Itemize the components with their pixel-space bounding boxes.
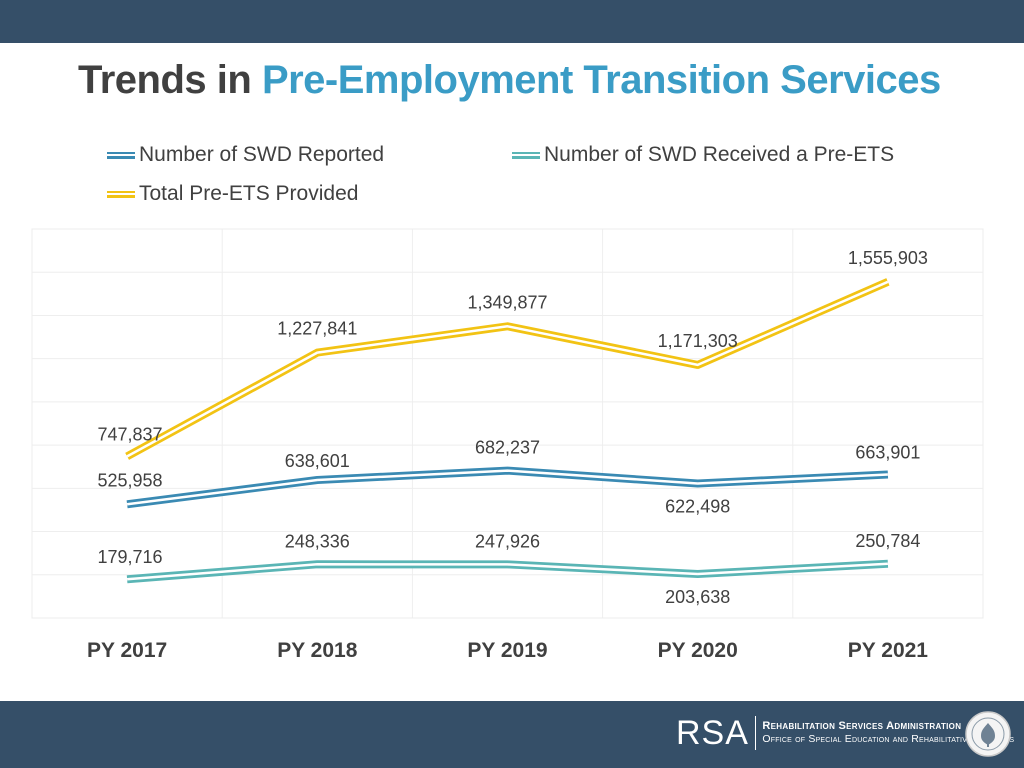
- footer-bar: [0, 701, 1024, 768]
- title-accent: Pre-Employment Transition Services: [261, 58, 941, 102]
- data-label-total: 1,171,303: [658, 331, 738, 351]
- data-label-reported: 663,901: [855, 443, 920, 463]
- data-label-total: 1,555,903: [848, 248, 928, 268]
- legend-swatch-total: [107, 190, 135, 198]
- department-of-education-seal-icon: [965, 711, 1011, 757]
- legend-item-received: Number of SWD Received a Pre-ETS: [512, 143, 894, 167]
- title-prefix: Trends in: [78, 58, 262, 102]
- data-label-reported: 525,958: [97, 470, 162, 490]
- rsa-logo: RSA Rehabilitation Services Administrati…: [676, 716, 1014, 750]
- legend-item-total: Total Pre-ETS Provided: [107, 182, 358, 206]
- data-label-total: 1,227,841: [277, 319, 357, 339]
- data-label-total: 1,349,877: [467, 292, 547, 312]
- legend-swatch-reported: [107, 151, 135, 159]
- line-chart: PY 2017 PY 2018 PY 2019 PY 2020 PY 2021 525,9…: [31, 228, 984, 662]
- x-tick-label: PY 2020: [658, 639, 738, 662]
- logo-text: Rehabilitation Services Administration O…: [762, 720, 1014, 746]
- data-label-received: 248,336: [285, 531, 350, 551]
- legend-label-received: Number of SWD Received a Pre-ETS: [544, 143, 895, 166]
- x-tick-label: PY 2021: [848, 639, 929, 662]
- data-label-received: 250,784: [855, 531, 920, 551]
- page-title: Trends in Pre-Employment Transition Serv…: [78, 58, 941, 103]
- x-tick-label: PY 2017: [87, 639, 167, 662]
- data-label-received: 179,716: [97, 547, 162, 567]
- data-label-reported: 622,498: [665, 496, 730, 516]
- legend-item-reported: Number of SWD Reported: [107, 143, 384, 167]
- x-tick-label: PY 2019: [467, 639, 547, 662]
- legend-label-total: Total Pre-ETS Provided: [139, 182, 359, 205]
- legend-swatch-received: [512, 151, 540, 159]
- data-label-reported: 682,237: [475, 438, 540, 458]
- series-line-reported: [126, 466, 889, 509]
- logo-mark: RSA: [676, 714, 749, 752]
- legend-label-reported: Number of SWD Reported: [139, 143, 385, 166]
- logo-divider: [754, 716, 757, 750]
- x-tick-label: PY 2018: [277, 639, 358, 662]
- data-label-received: 247,926: [475, 531, 540, 551]
- data-label-reported: 638,601: [285, 451, 350, 471]
- org-name: Rehabilitation Services Administration: [762, 720, 962, 733]
- data-label-total: 747,837: [97, 424, 162, 444]
- org-office: Office of Special Education and Rehabili…: [762, 733, 1015, 746]
- plot-area: [31, 228, 984, 619]
- top-banner: [0, 0, 1024, 43]
- data-label-received: 203,638: [665, 587, 730, 607]
